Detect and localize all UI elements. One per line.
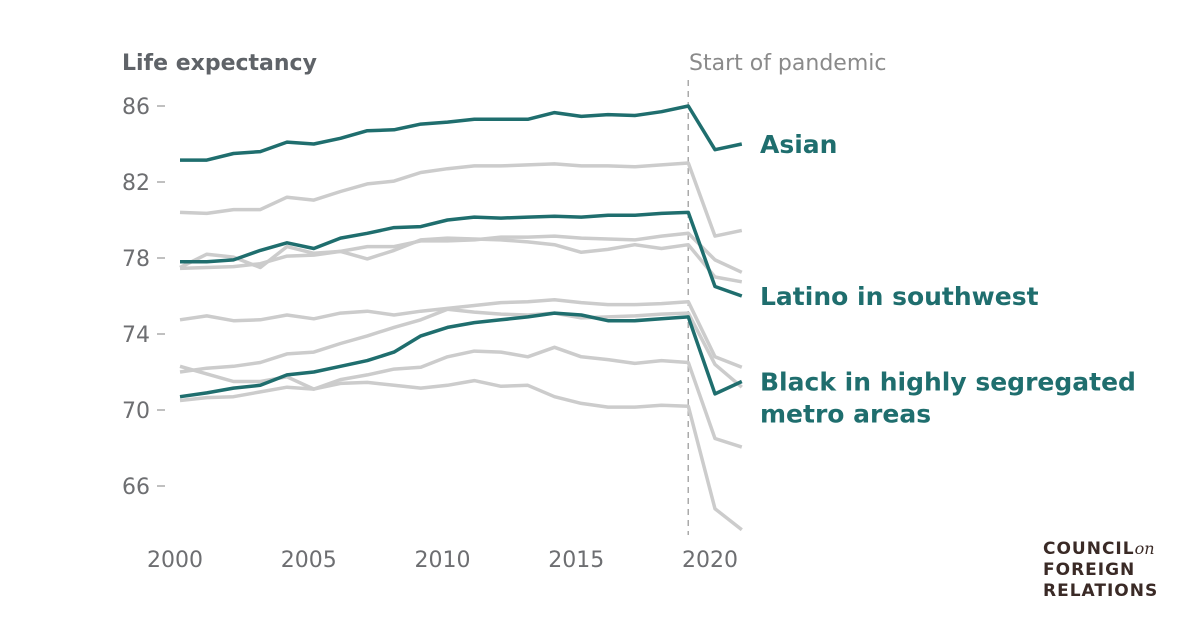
series-line-other — [179, 298, 743, 369]
y-tick-label: 70 — [122, 399, 150, 424]
y-tick-label: 66 — [122, 475, 150, 500]
series-line-other — [179, 161, 743, 238]
series-label: Asian — [760, 130, 837, 159]
x-tick-label: 2015 — [548, 548, 604, 573]
series-line-other — [179, 378, 743, 532]
series-label: metro areas — [760, 400, 931, 429]
series-line-other — [179, 236, 743, 284]
series-line-asian — [180, 104, 743, 162]
y-tick-label: 78 — [122, 247, 150, 272]
y-tick-label: 82 — [122, 171, 150, 196]
x-tick-label: 2000 — [147, 548, 203, 573]
series-line-other — [179, 307, 743, 389]
series-line-other — [179, 231, 743, 274]
x-tick-label: 2005 — [281, 548, 337, 573]
cfr-logo: COUNCILon FOREIGN RELATIONS — [1043, 539, 1159, 601]
x-tick-label: 2010 — [415, 548, 471, 573]
pandemic-annotation: Start of pandemic — [689, 51, 886, 76]
series-label: Latino in southwest — [760, 282, 1039, 311]
y-axis-title: Life expectancy — [122, 51, 317, 76]
x-tick-label: 2020 — [682, 548, 738, 573]
y-tick-label: 86 — [122, 95, 150, 120]
y-tick-label: 74 — [122, 323, 150, 348]
series-line-black-in-highly-segregated-metro-areas — [179, 311, 743, 399]
series-line-latino-in-southwest — [180, 210, 743, 298]
series-label: Black in highly segregated — [760, 368, 1136, 397]
